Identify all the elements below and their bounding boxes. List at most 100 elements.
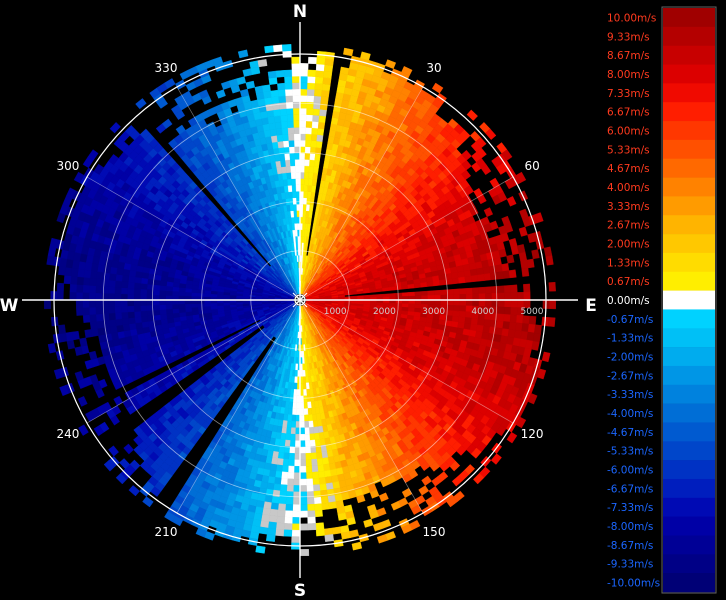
velocity-gate	[191, 306, 199, 312]
velocity-gate	[299, 82, 308, 90]
velocity-gate	[210, 302, 218, 307]
velocity-gate	[58, 265, 66, 276]
velocity-gate	[122, 323, 131, 332]
velocity-gate	[258, 526, 269, 535]
velocity-gate	[299, 63, 309, 71]
velocity-gate	[107, 286, 116, 294]
velocity-gate	[285, 503, 294, 512]
velocity-gate	[141, 321, 150, 329]
velocity-gate	[452, 310, 460, 317]
velocity-gate	[96, 271, 104, 280]
velocity-gate	[420, 290, 429, 297]
velocity-gate	[299, 75, 309, 83]
velocity-gate	[483, 273, 492, 281]
velocity-gate	[517, 291, 525, 301]
velocity-gate	[153, 314, 161, 321]
velocity-gate	[279, 490, 287, 499]
velocity-gate	[478, 286, 486, 294]
velocity-gate	[299, 159, 306, 167]
velocity-gate	[290, 427, 296, 435]
velocity-gate	[128, 317, 136, 325]
velocity-gate	[433, 299, 441, 306]
velocity-gate	[114, 286, 122, 294]
velocity-gate	[440, 294, 448, 301]
velocity-gate	[305, 459, 312, 467]
velocity-gate	[472, 293, 480, 301]
velocity-gate	[95, 292, 103, 301]
velocity-gate	[307, 510, 316, 518]
velocity-gate	[159, 304, 167, 311]
velocity-gate	[309, 439, 316, 447]
velocity-gate	[504, 299, 512, 308]
velocity-gate	[306, 114, 314, 122]
velocity-gate	[69, 291, 77, 301]
velocity-gate	[324, 476, 333, 484]
velocity-gate	[299, 107, 307, 115]
velocity-gate	[89, 314, 97, 323]
velocity-gate	[83, 269, 92, 279]
velocity-gate	[491, 299, 499, 308]
velocity-gate	[459, 305, 467, 312]
velocity-gate	[464, 317, 472, 325]
velocity-gate	[315, 528, 325, 537]
velocity-gate	[58, 324, 66, 335]
velocity-gate	[299, 95, 308, 103]
velocity-gate	[313, 101, 321, 110]
velocity-gate	[458, 310, 467, 318]
velocity-gate	[88, 306, 97, 315]
velocity-gate	[128, 322, 137, 331]
velocity-gate	[309, 197, 315, 206]
velocity-gate	[101, 299, 109, 308]
velocity-gate	[308, 56, 318, 65]
velocity-gate	[323, 70, 333, 79]
velocity-gate	[116, 324, 124, 333]
velocity-gate	[493, 257, 502, 266]
velocity-gate	[133, 288, 141, 295]
velocity-gate	[528, 315, 537, 325]
velocity-gate	[432, 280, 441, 287]
velocity-gate	[319, 102, 328, 111]
velocity-gate	[303, 414, 309, 422]
velocity-gate	[299, 120, 307, 128]
velocity-gate	[308, 165, 315, 174]
velocity-gate	[407, 283, 415, 289]
velocity-gate	[299, 127, 307, 135]
velocity-gate	[453, 299, 461, 306]
velocity-gate	[303, 395, 308, 403]
velocity-gate	[439, 279, 447, 286]
velocity-gate	[299, 491, 308, 499]
velocity-gate	[318, 477, 327, 485]
velocity-gate	[323, 469, 332, 478]
velocity-gate	[311, 127, 319, 135]
velocity-gate	[302, 382, 307, 390]
velocity-gate	[510, 284, 518, 293]
velocity-gate	[135, 322, 143, 330]
velocity-gate	[235, 301, 243, 305]
velocity-gate	[287, 465, 295, 473]
velocity-gate	[152, 304, 160, 311]
velocity-gate	[114, 280, 123, 288]
velocity-gate	[277, 509, 286, 518]
velocity-gate	[313, 95, 322, 104]
velocity-gate	[302, 376, 307, 384]
velocity-gate	[140, 310, 148, 317]
velocity-gate	[128, 275, 136, 283]
velocity-gate	[497, 285, 505, 294]
velocity-gate	[433, 289, 441, 296]
velocity-gate	[273, 483, 281, 492]
velocity-gate	[306, 95, 315, 103]
velocity-gate	[482, 325, 491, 334]
velocity-gate	[288, 459, 295, 467]
velocity-gate	[184, 307, 193, 313]
velocity-gate	[299, 465, 307, 473]
velocity-gate	[46, 255, 55, 266]
velocity-gate	[165, 295, 173, 301]
velocity-gate	[465, 293, 473, 301]
velocity-gate	[312, 108, 321, 116]
velocity-gate	[502, 270, 511, 279]
velocity-gate	[88, 292, 96, 301]
velocity-gate	[178, 291, 186, 297]
velocity-gate	[469, 268, 478, 277]
velocity-gate	[84, 329, 93, 339]
velocity-gate	[139, 294, 147, 301]
